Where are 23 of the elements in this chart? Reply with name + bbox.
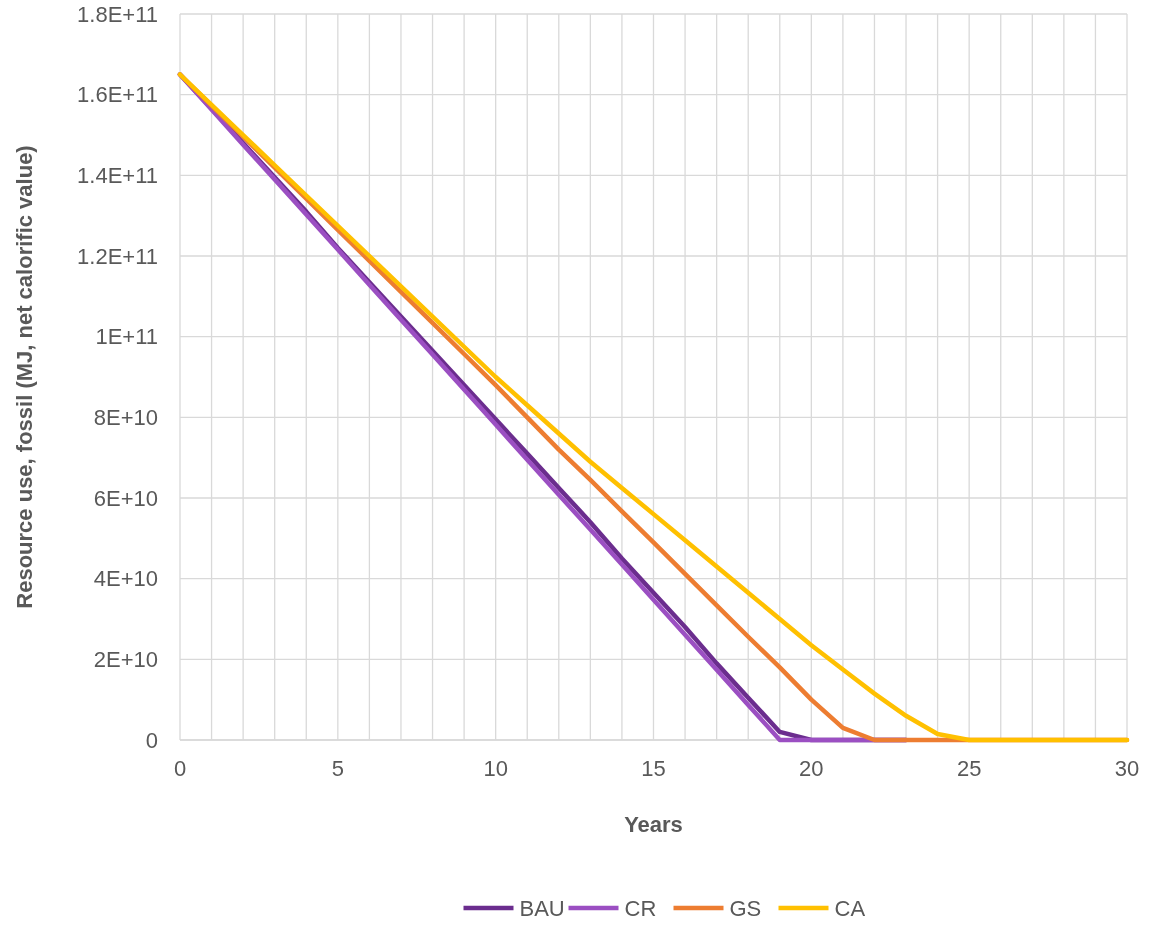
y-tick-label: 1.4E+11 [77,163,158,189]
y-tick-label: 1.6E+11 [77,82,158,108]
y-tick-label: 1.8E+11 [77,1,158,27]
x-tick-label: 0 [173,756,187,781]
y-tick-label: 8E+10 [93,405,158,431]
y-tick-label: 1.2E+11 [77,243,158,269]
x-tick-label: 30 [1114,756,1140,781]
x-tick-label: 5 [331,756,344,781]
y-tick-label: 1E+11 [95,324,158,350]
legend-label: BAU [519,895,565,921]
x-tick-label: 25 [956,756,982,781]
x-axis-title: Years [624,812,683,837]
legend-label: CA [834,895,866,921]
legend-label: CR [624,895,657,921]
legend-label: GS [729,895,762,921]
y-tick-label: 2E+10 [93,647,158,673]
x-tick-label: 20 [799,756,824,781]
y-tick-label: 4E+10 [93,566,158,592]
x-tick-label: 15 [641,756,666,781]
y-tick-label: 0 [145,727,158,753]
y-tick-label: 6E+10 [93,485,158,511]
y-axis-title: Resource use, fossil (MJ, net calorific value) [12,145,37,609]
x-tick-label: 10 [483,756,508,781]
